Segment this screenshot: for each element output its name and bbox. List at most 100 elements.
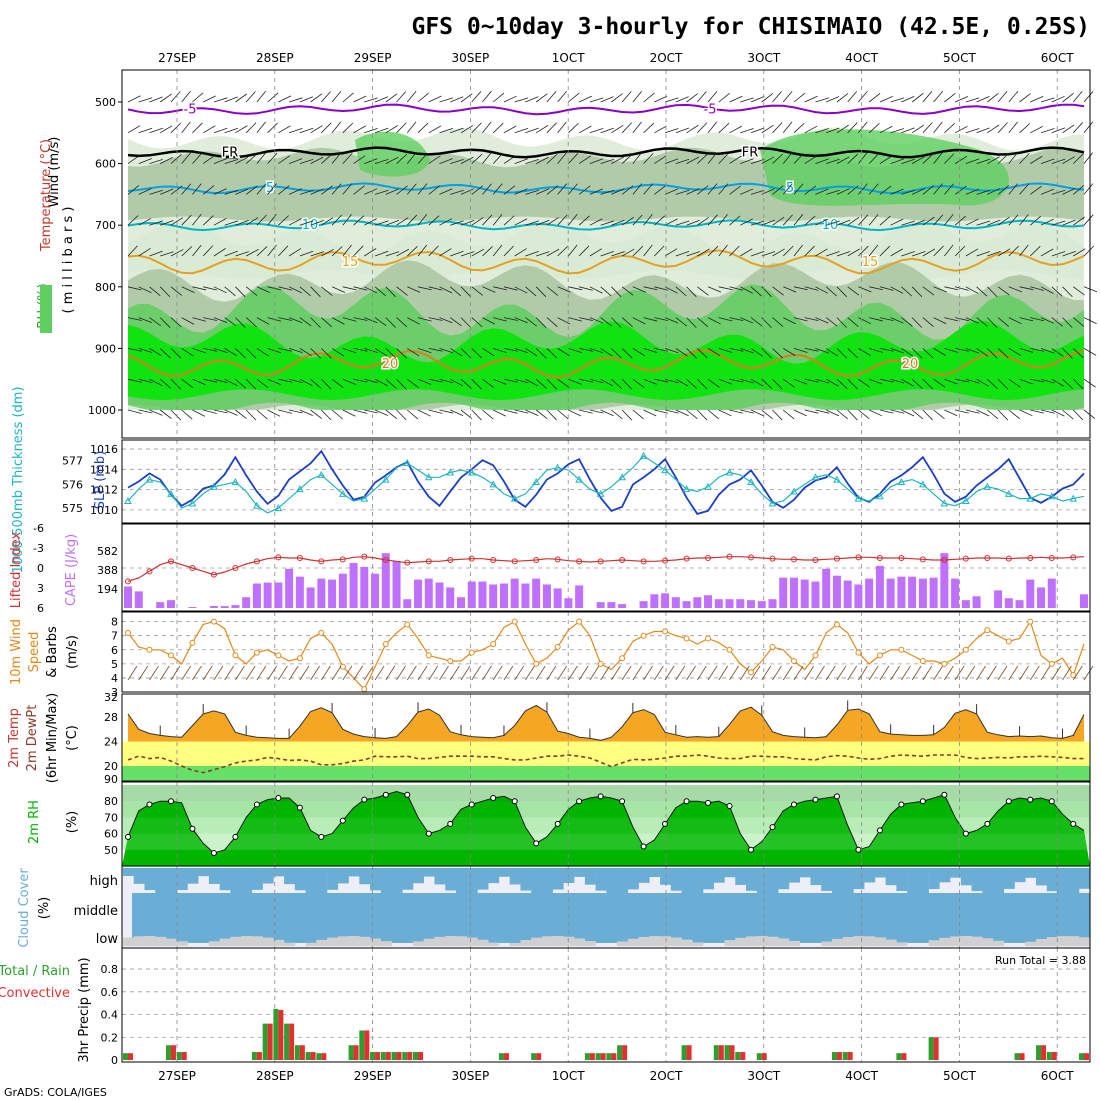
wind-barb	[170, 91, 181, 103]
wind-barb	[493, 409, 506, 417]
rh2m-point	[296, 804, 303, 811]
wind-barb	[1051, 378, 1065, 387]
wind-barb	[396, 153, 408, 164]
wind-barb	[224, 409, 238, 416]
wind-barb	[428, 155, 441, 164]
wind-barb	[621, 122, 633, 134]
wind-barb	[138, 218, 152, 226]
wind-barb	[192, 92, 204, 103]
rh2m-point	[640, 843, 647, 850]
wind-barb	[535, 317, 547, 328]
wind-barb	[342, 122, 354, 134]
wind-barb	[278, 348, 293, 352]
wind-barb	[321, 153, 333, 164]
wind-barb	[568, 183, 578, 195]
wind-barb	[933, 121, 943, 134]
wind-barb	[793, 286, 808, 291]
wind-barb	[922, 378, 934, 390]
precip-convective-bar	[289, 1023, 295, 1060]
cape-bar	[295, 576, 304, 608]
wind-barb	[955, 409, 969, 414]
lifted-index-point	[232, 565, 239, 571]
wind-barb	[353, 409, 368, 414]
rh2m-point	[1027, 796, 1034, 803]
cloud-low-bar	[563, 936, 575, 946]
wind-barb	[740, 348, 754, 354]
wind-barb	[782, 90, 793, 103]
wind-barb	[536, 188, 550, 195]
wind-barb	[170, 317, 182, 328]
wind-barb	[450, 127, 464, 134]
wind-barb	[750, 378, 764, 387]
wind-barb	[353, 348, 368, 352]
cloud-high-bar	[251, 868, 263, 890]
wind-barb	[364, 348, 378, 354]
wind-barb	[954, 286, 969, 291]
wind-barb	[718, 317, 733, 322]
wind-barb	[826, 220, 840, 226]
wind-barb	[933, 378, 946, 388]
wind-barb	[278, 317, 293, 321]
wind-barb	[750, 96, 765, 103]
wind-barb	[1008, 378, 1021, 388]
date-label-top: 1OCT	[552, 51, 585, 65]
cloud-low-bar	[821, 941, 833, 946]
wind-barb	[439, 158, 453, 164]
upper-air-frame	[121, 69, 1091, 439]
wind-barb	[256, 183, 267, 195]
wind-barb	[503, 409, 518, 414]
cape-bar	[736, 599, 745, 608]
cape-bar	[897, 576, 906, 608]
surface-wind-barb	[245, 665, 256, 681]
cloud-low-bar	[466, 937, 478, 946]
wind-barb	[879, 317, 894, 322]
wind-barb	[911, 317, 923, 328]
wind-barb	[159, 286, 171, 298]
y-tick-label: 6	[111, 644, 118, 657]
precip-convective-bar	[729, 1045, 735, 1060]
wind-barb	[310, 188, 324, 195]
precip-convective-bar	[503, 1053, 509, 1060]
wind-barb	[890, 409, 905, 414]
cape-bar	[854, 584, 863, 608]
date-axis-bottom: 27SEP 28SEP 29SEP 30SEP 1OCT 2OCT 3OCT 4OCT 5OCT…	[158, 1069, 1074, 1083]
thickness-point	[854, 494, 863, 502]
cape-bar	[1037, 587, 1046, 608]
wind-barb	[1040, 378, 1055, 384]
wind-barb	[224, 220, 239, 226]
temp-area	[128, 705, 1084, 742]
wind-barb	[836, 251, 851, 257]
wind-barb	[192, 214, 202, 226]
wind-speed-point	[490, 641, 497, 648]
wind-barb	[525, 409, 539, 417]
wind-barb	[1030, 126, 1043, 134]
cloud-level-label: high	[90, 874, 118, 889]
wind-barb	[976, 378, 989, 387]
cloud-low-bar	[241, 936, 253, 946]
wind-barb	[826, 251, 840, 257]
surface-wind-barb	[879, 665, 890, 681]
thickness-point	[424, 473, 433, 481]
date-label-top: 30SEP	[452, 51, 490, 65]
lifted-index-point	[382, 557, 389, 563]
wind-barb	[858, 348, 871, 356]
temp-band-green	[122, 766, 1090, 781]
wind-barb	[643, 286, 658, 291]
wind-barb	[299, 96, 314, 103]
precip-total-bar	[176, 1052, 182, 1060]
precip-convective-bar	[310, 1052, 316, 1060]
wind-barb	[1083, 152, 1094, 164]
surface-wind-barb	[890, 665, 900, 681]
wind-barb	[965, 218, 979, 226]
cape-bar	[489, 584, 498, 608]
wind-barb	[750, 127, 765, 134]
cloud-low-bar	[337, 936, 349, 946]
wind-barb	[707, 245, 719, 257]
wind-barb	[256, 121, 266, 134]
wind-barb	[525, 96, 539, 103]
wind-barb	[976, 127, 990, 134]
wind-barb	[1019, 123, 1031, 134]
wind-barb	[761, 156, 775, 164]
wind-barb	[310, 378, 322, 389]
wind-barb	[675, 96, 689, 103]
